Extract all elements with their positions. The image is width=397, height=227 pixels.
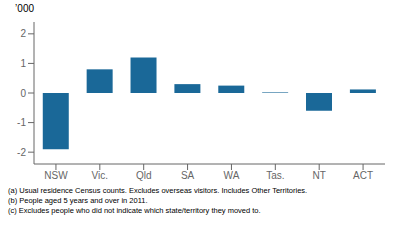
html-text:’000: ’000 xyxy=(15,3,34,14)
svg-text:ACT: ACT xyxy=(353,170,373,181)
svg-text:-2: -2 xyxy=(17,147,26,158)
svg-text:Qld: Qld xyxy=(136,170,152,181)
svg-text:2: 2 xyxy=(20,28,26,39)
html-text:(a) Usual residence Census cou: (a) Usual residence Census counts. Exclu… xyxy=(8,186,308,195)
svg-text:-1: -1 xyxy=(17,117,26,128)
svg-text:WA: WA xyxy=(224,170,240,181)
svg-text:Tas.: Tas. xyxy=(266,170,284,181)
svg-text:NSW: NSW xyxy=(44,170,68,181)
html-text:(b) People aged 5 years and ov: (b) People aged 5 years and over in 2011… xyxy=(8,196,148,205)
svg-text:Vic.: Vic. xyxy=(92,170,109,181)
svg-text:0: 0 xyxy=(20,88,26,99)
svg-text:SA: SA xyxy=(181,170,195,181)
svg-text:1: 1 xyxy=(20,58,26,69)
svg-text:NT: NT xyxy=(313,170,326,181)
html-text:(c) Excludes people who did no: (c) Excludes people who did not indicate… xyxy=(8,206,261,215)
